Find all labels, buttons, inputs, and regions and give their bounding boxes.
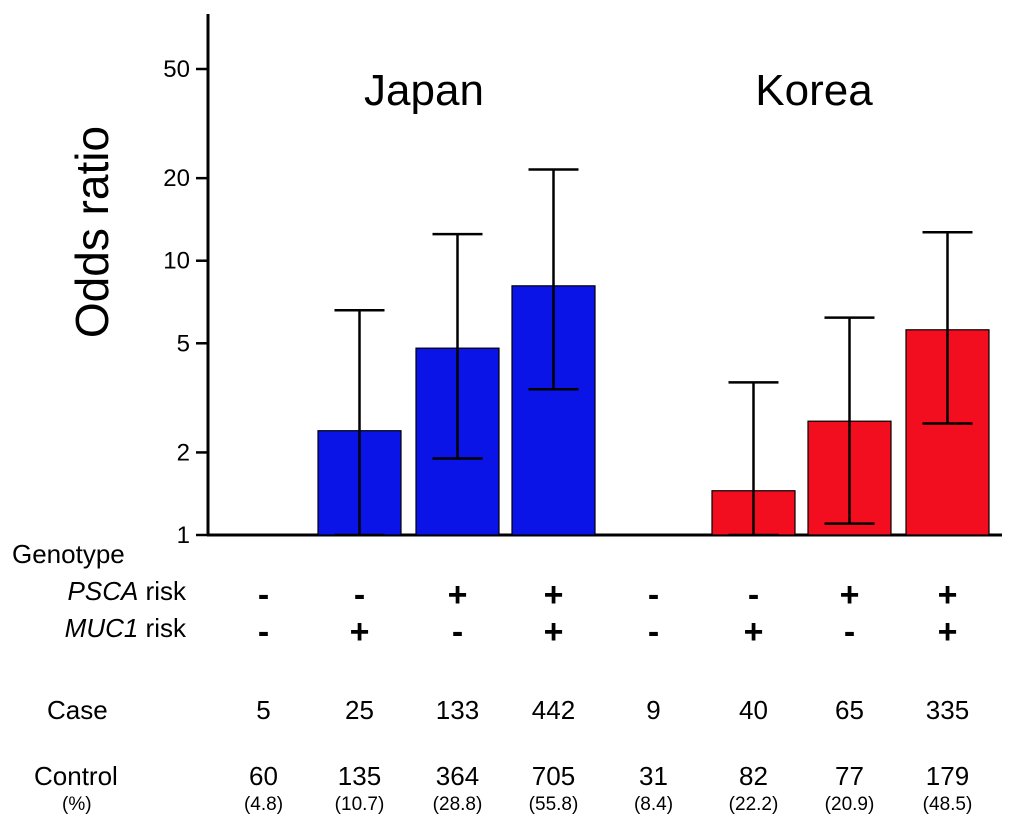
y-axis-label: Odds ratio: [66, 126, 118, 338]
muc1-sign: -: [452, 613, 463, 651]
psca-sign: +: [544, 576, 564, 614]
psca-sign: -: [258, 576, 269, 614]
control-percent: (22.2): [729, 794, 779, 815]
psca-risk-label: PSCA risk: [68, 576, 187, 606]
case-count: 442: [532, 695, 575, 725]
case-count: 5: [256, 695, 270, 725]
genotype-label: Genotype: [12, 539, 125, 569]
y-tick-label: 20: [163, 165, 190, 192]
psca-sign: -: [748, 576, 759, 614]
bars: [317, 285, 990, 536]
psca-sign: +: [448, 576, 468, 614]
psca-sign: +: [938, 576, 958, 614]
case-count: 65: [835, 695, 864, 725]
percent-row-label: (%): [62, 794, 92, 815]
muc1-gene-name: MUC1: [65, 613, 139, 643]
control-percent: (10.7): [335, 794, 385, 815]
muc1-sign: -: [258, 613, 269, 651]
muc1-risk-suffix: risk: [138, 613, 187, 643]
control-percent: (48.5): [923, 794, 973, 815]
control-count: 135: [338, 761, 381, 791]
psca-sign: -: [354, 576, 365, 614]
control-count: 179: [926, 761, 969, 791]
control-count: 705: [532, 761, 575, 791]
error-bars: [334, 168, 973, 537]
case-count: 335: [926, 695, 969, 725]
control-row-label: Control: [34, 761, 118, 791]
case-count: 133: [436, 695, 479, 725]
y-tick-label: 50: [163, 56, 190, 83]
control-percent: (28.8): [433, 794, 483, 815]
group-title-japan: Japan: [364, 66, 484, 115]
group-title-korea: Korea: [755, 66, 873, 115]
case-count: 40: [739, 695, 768, 725]
case-count: 9: [646, 695, 660, 725]
control-count: 60: [249, 761, 278, 791]
control-count: 364: [436, 761, 479, 791]
control-count: 77: [835, 761, 864, 791]
muc1-sign: +: [350, 613, 370, 651]
y-tick-label: 10: [163, 248, 190, 275]
y-tick-label: 5: [177, 330, 190, 357]
muc1-sign: -: [648, 613, 659, 651]
control-percent: (8.4): [634, 794, 673, 815]
psca-gene-name: PSCA: [68, 576, 139, 606]
psca-sign: +: [840, 576, 860, 614]
muc1-sign: +: [544, 613, 564, 651]
muc1-risk-label: MUC1 risk: [65, 613, 187, 643]
muc1-sign: +: [938, 613, 958, 651]
case-row-label: Case: [47, 695, 108, 725]
control-percent: (55.8): [529, 794, 579, 815]
case-count: 25: [345, 695, 374, 725]
control-percent: (20.9): [825, 794, 875, 815]
control-count: 31: [639, 761, 668, 791]
psca-sign: -: [648, 576, 659, 614]
y-tick-label: 2: [177, 439, 190, 466]
y-tick-label: 1: [177, 522, 190, 549]
control-percent: (4.8): [244, 794, 283, 815]
muc1-sign: -: [844, 613, 855, 651]
psca-risk-suffix: risk: [138, 576, 187, 606]
control-count: 82: [739, 761, 768, 791]
muc1-sign: +: [744, 613, 764, 651]
